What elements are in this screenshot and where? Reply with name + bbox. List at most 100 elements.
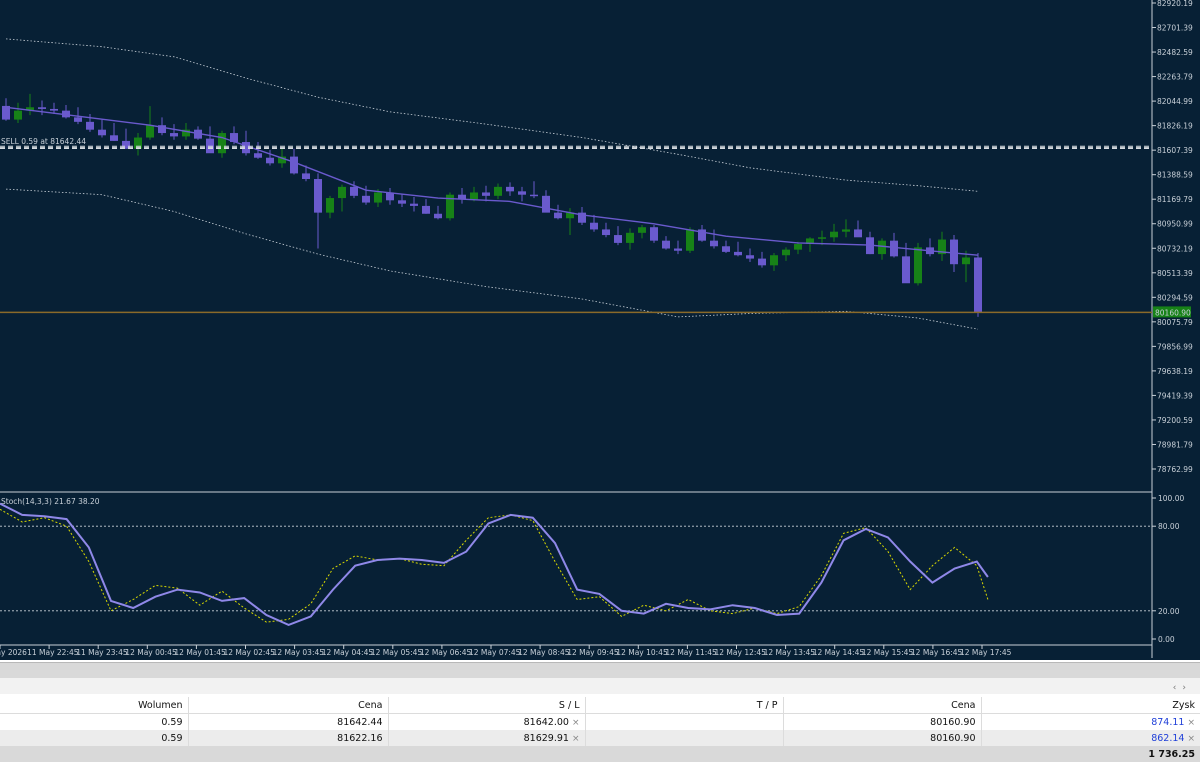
candle-body bbox=[638, 227, 646, 233]
table-row[interactable]: 0.59 81622.16 81629.91 × 80160.90 862.14 × bbox=[0, 730, 1200, 746]
x-tick-label: 12 May 09:45 bbox=[567, 648, 619, 657]
candle-body bbox=[698, 229, 706, 241]
col-tp-header[interactable]: T / P bbox=[585, 697, 784, 714]
remove-sl-icon[interactable]: × bbox=[571, 733, 580, 744]
candle-body bbox=[578, 212, 586, 223]
candle-body bbox=[770, 255, 778, 266]
candle-body bbox=[518, 191, 526, 195]
y-tick-label: 78981.79 bbox=[1157, 440, 1193, 449]
candle-body bbox=[146, 125, 154, 138]
x-tick-label: 12 May 07:45 bbox=[469, 648, 521, 657]
scroll-arrows[interactable]: ‹› bbox=[1173, 683, 1192, 693]
x-tick-label: 12 May 02:45 bbox=[224, 648, 276, 657]
price-badge-bg bbox=[1153, 306, 1191, 318]
candle-body bbox=[554, 212, 562, 219]
y-tick-label: 79419.39 bbox=[1157, 391, 1193, 400]
y-tick-label: 79856.99 bbox=[1157, 342, 1193, 351]
col-profit-header[interactable]: Zysk bbox=[981, 697, 1200, 714]
candle-body bbox=[338, 186, 346, 199]
y-tick-label: 81607.39 bbox=[1157, 146, 1193, 155]
scroll-right-icon[interactable]: › bbox=[1182, 683, 1192, 693]
candle-body bbox=[290, 156, 298, 174]
candle-body bbox=[98, 129, 106, 136]
col-current-price-header[interactable]: Cena bbox=[783, 697, 982, 714]
candle-body bbox=[806, 238, 814, 245]
open-price-cell: 81642.44 bbox=[188, 713, 389, 730]
total-spacer bbox=[0, 746, 981, 762]
position-line-label: SELL 0.59 at 81642.44 bbox=[1, 137, 86, 146]
x-tick-label: 11 May 22:45 bbox=[27, 648, 79, 657]
candle-body bbox=[818, 237, 826, 239]
candle-body bbox=[446, 194, 454, 219]
candle-body bbox=[410, 203, 418, 206]
y-tick-label: 80732.19 bbox=[1157, 244, 1193, 253]
candle-body bbox=[914, 247, 922, 284]
sl-value: 81629.91 bbox=[523, 732, 569, 744]
volume-cell: 0.59 bbox=[0, 713, 189, 730]
close-position-icon[interactable]: × bbox=[1187, 733, 1195, 744]
close-position-icon[interactable]: × bbox=[1187, 717, 1195, 728]
candle-body bbox=[170, 133, 178, 137]
tp-cell[interactable] bbox=[585, 730, 784, 746]
y-tick-label: 80513.39 bbox=[1157, 269, 1193, 278]
x-tick-label: 12 May 17:45 bbox=[960, 648, 1012, 657]
profit-value: 862.14 bbox=[1151, 732, 1185, 744]
candle-body bbox=[566, 212, 574, 219]
candle-body bbox=[398, 200, 406, 204]
sl-cell[interactable]: 81642.00 × bbox=[388, 713, 586, 730]
table-row[interactable]: 0.59 81642.44 81642.00 × 80160.90 874.11 × bbox=[0, 713, 1200, 730]
candle-body bbox=[86, 121, 94, 130]
chart-canvas[interactable]: SELL 0.59 at 81642.44 Stoch(14,3,3) 21.6… bbox=[0, 0, 1200, 660]
x-tick-label: 12 May 05:45 bbox=[371, 648, 423, 657]
x-tick-label: 11 May 2026 bbox=[0, 648, 27, 657]
candle-body bbox=[218, 133, 226, 154]
candle-body bbox=[710, 240, 718, 247]
osc-tick-label: 80.00 bbox=[1158, 522, 1180, 531]
candle-body bbox=[758, 258, 766, 266]
moving-average-line bbox=[5, 106, 979, 256]
x-tick-label: 12 May 06:45 bbox=[420, 648, 472, 657]
candle-body bbox=[62, 110, 70, 118]
x-tick-label: 12 May 10:45 bbox=[616, 648, 668, 657]
candle-body bbox=[230, 133, 238, 143]
panel-splitter[interactable] bbox=[0, 662, 1200, 679]
sl-cell[interactable]: 81629.91 × bbox=[388, 730, 586, 746]
y-tick-label: 81388.59 bbox=[1157, 171, 1193, 180]
candle-body bbox=[494, 186, 502, 196]
candle-body bbox=[950, 239, 958, 265]
remove-sl-icon[interactable]: × bbox=[571, 717, 580, 728]
candle-body bbox=[278, 156, 286, 164]
col-price-header[interactable]: Cena bbox=[188, 697, 389, 714]
osc-label: Stoch(14,3,3) 21.67 38.20 bbox=[1, 497, 100, 506]
col-sl-header[interactable]: S / L bbox=[388, 697, 586, 714]
current-price-cell: 80160.90 bbox=[783, 713, 982, 730]
candle-body bbox=[734, 251, 742, 256]
volume-cell: 0.59 bbox=[0, 730, 189, 746]
candle-body bbox=[158, 125, 166, 134]
scroll-left-icon[interactable]: ‹ bbox=[1172, 683, 1183, 693]
current-price-cell: 80160.90 bbox=[783, 730, 982, 746]
y-tick-label: 82263.79 bbox=[1157, 73, 1193, 82]
candle-body bbox=[362, 195, 370, 203]
x-tick-label: 11 May 23:45 bbox=[76, 648, 128, 657]
candle-body bbox=[38, 107, 46, 109]
lower-envelope-line bbox=[5, 188, 979, 330]
candle-body bbox=[830, 231, 838, 238]
price-chart[interactable]: SELL 0.59 at 81642.44 Stoch(14,3,3) 21.6… bbox=[0, 0, 1200, 660]
candle-body bbox=[194, 129, 202, 139]
candle-body bbox=[782, 249, 790, 256]
col-volume-header[interactable]: Wolumen bbox=[0, 697, 189, 714]
candle-body bbox=[434, 213, 442, 219]
y-tick-label: 82482.59 bbox=[1157, 48, 1193, 57]
candle-body bbox=[482, 192, 490, 196]
candle-body bbox=[938, 239, 946, 255]
total-row: 1 736.25 bbox=[0, 746, 1200, 762]
candle-body bbox=[266, 157, 274, 164]
tp-cell[interactable] bbox=[585, 713, 784, 730]
candle-body bbox=[26, 107, 34, 111]
candle-body bbox=[674, 248, 682, 251]
candle-body bbox=[542, 195, 550, 213]
candle-body bbox=[74, 117, 82, 122]
total-profit: 1 736.25 bbox=[981, 746, 1200, 762]
candle-body bbox=[602, 229, 610, 236]
